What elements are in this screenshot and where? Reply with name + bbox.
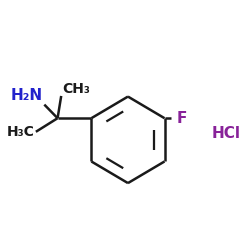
Text: F: F <box>176 111 187 126</box>
Text: HCl: HCl <box>211 126 240 141</box>
Text: H₂N: H₂N <box>11 88 43 103</box>
Text: CH₃: CH₃ <box>62 82 90 96</box>
Text: H₃C: H₃C <box>7 125 35 139</box>
